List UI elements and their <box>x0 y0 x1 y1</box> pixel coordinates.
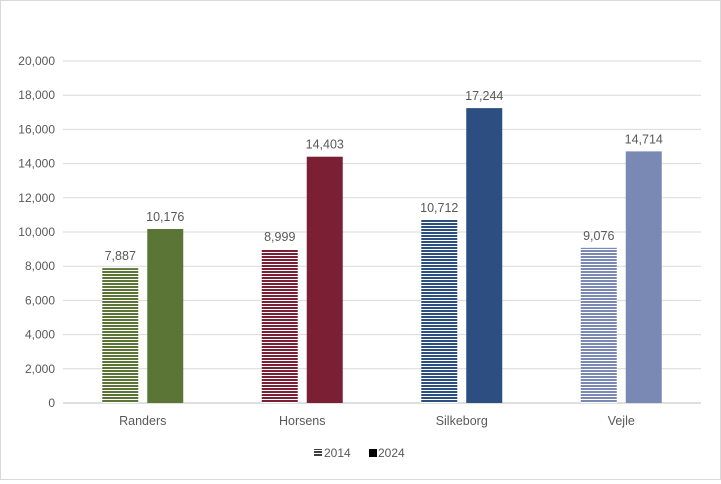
bar-vejle-2014[interactable] <box>580 247 617 403</box>
legend: 2014 2024 <box>314 446 405 460</box>
y-tick-label: 6,000 <box>25 293 55 307</box>
data-label: 10,176 <box>146 210 184 224</box>
bar-randers-2014[interactable] <box>102 268 139 403</box>
data-label: 14,403 <box>306 138 344 152</box>
x-tick-label: Vejle <box>608 414 635 428</box>
y-tick-label: 12,000 <box>18 191 55 205</box>
bar-silkeborg-2024[interactable] <box>466 108 503 404</box>
data-label: 17,244 <box>465 89 503 103</box>
data-label: 8,999 <box>264 230 295 244</box>
bar-vejle-2024[interactable] <box>625 151 662 403</box>
y-tick-label: 14,000 <box>18 157 55 171</box>
legend-label-2014: 2014 <box>324 446 351 460</box>
legend-swatch-2024 <box>369 449 377 457</box>
y-tick-label: 4,000 <box>25 328 55 342</box>
data-label: 10,712 <box>420 201 458 215</box>
y-tick-label: 18,000 <box>18 88 55 102</box>
legend-swatch-2014 <box>314 449 322 457</box>
bar-horsens-2024[interactable] <box>306 156 343 403</box>
y-tick-label: 8,000 <box>25 259 55 273</box>
legend-label-2024: 2024 <box>378 446 405 460</box>
y-tick-label: 16,000 <box>18 122 55 136</box>
y-tick-label: 2,000 <box>25 362 55 376</box>
data-label: 14,714 <box>625 132 663 146</box>
bar-randers-2024[interactable] <box>147 228 184 403</box>
data-label: 7,887 <box>105 249 136 263</box>
x-tick-label: Horsens <box>279 414 326 428</box>
y-tick-label: 0 <box>48 396 55 410</box>
y-tick-label: 20,000 <box>18 54 55 68</box>
y-tick-label: 10,000 <box>18 225 55 239</box>
x-tick-label: Silkeborg <box>436 414 488 428</box>
x-tick-label: Randers <box>119 414 166 428</box>
data-label: 9,076 <box>583 229 614 243</box>
bar-silkeborg-2014[interactable] <box>421 219 458 403</box>
bar-horsens-2014[interactable] <box>261 249 298 403</box>
